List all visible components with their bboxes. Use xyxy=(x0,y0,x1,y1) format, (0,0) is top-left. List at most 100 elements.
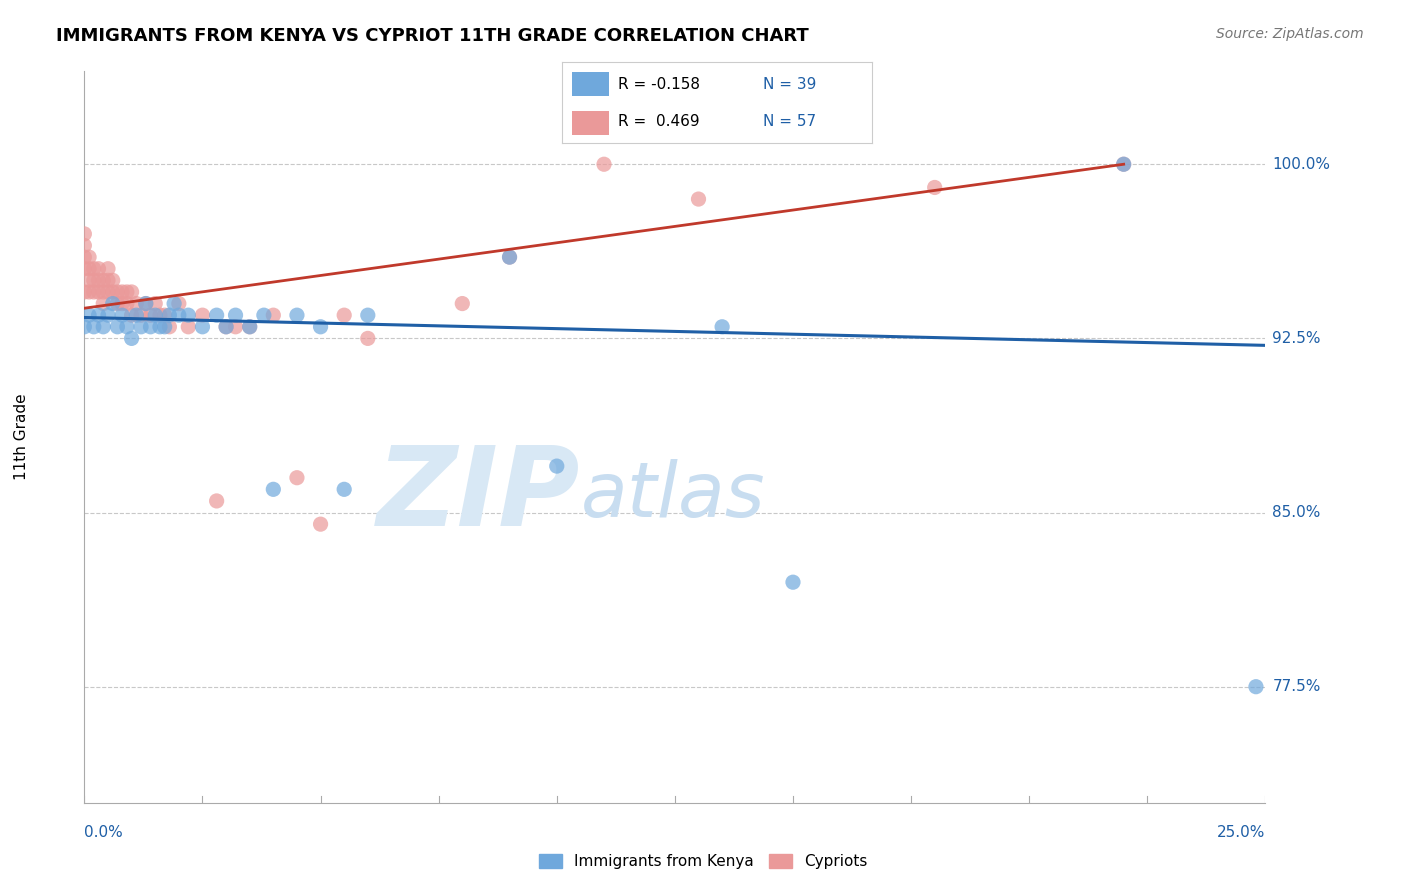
Point xyxy=(546,459,568,474)
Point xyxy=(1112,157,1135,171)
Point xyxy=(157,319,180,334)
Point xyxy=(97,261,120,276)
Point xyxy=(262,308,284,322)
Point xyxy=(177,308,200,322)
Text: 92.5%: 92.5% xyxy=(1272,331,1320,346)
Point xyxy=(115,296,138,310)
FancyBboxPatch shape xyxy=(572,111,609,135)
Text: N = 39: N = 39 xyxy=(763,77,817,92)
Point xyxy=(73,238,96,252)
Point xyxy=(149,319,172,334)
Text: 77.5%: 77.5% xyxy=(1272,679,1320,694)
Point xyxy=(97,273,120,287)
Text: 25.0%: 25.0% xyxy=(1218,825,1265,840)
Point xyxy=(91,296,114,310)
Point xyxy=(143,296,166,310)
Point xyxy=(225,319,247,334)
Point xyxy=(285,471,308,485)
Point xyxy=(139,308,162,322)
Point xyxy=(135,296,157,310)
Point xyxy=(191,319,214,334)
Point xyxy=(87,273,110,287)
Point xyxy=(83,261,105,276)
Point xyxy=(239,319,262,334)
Point xyxy=(498,250,520,264)
Text: atlas: atlas xyxy=(581,458,765,533)
Point xyxy=(87,261,110,276)
Point xyxy=(91,285,114,299)
Point xyxy=(139,319,162,334)
Point xyxy=(107,296,129,310)
Point xyxy=(87,285,110,299)
Point xyxy=(129,319,152,334)
Point xyxy=(333,308,356,322)
Point xyxy=(73,250,96,264)
Point xyxy=(73,227,96,241)
Text: N = 57: N = 57 xyxy=(763,113,817,128)
Point xyxy=(205,494,228,508)
Point xyxy=(451,296,474,310)
Text: IMMIGRANTS FROM KENYA VS CYPRIOT 11TH GRADE CORRELATION CHART: IMMIGRANTS FROM KENYA VS CYPRIOT 11TH GR… xyxy=(56,27,808,45)
Point xyxy=(1244,680,1267,694)
Text: R =  0.469: R = 0.469 xyxy=(619,113,700,128)
Point xyxy=(285,308,308,322)
Point xyxy=(77,273,100,287)
Point xyxy=(135,296,157,310)
Point xyxy=(115,285,138,299)
Point xyxy=(73,285,96,299)
Point xyxy=(121,331,143,345)
Point xyxy=(87,308,110,322)
Point xyxy=(215,319,238,334)
Point xyxy=(77,250,100,264)
Point xyxy=(191,308,214,322)
Point xyxy=(115,319,138,334)
Point xyxy=(924,180,946,194)
Point xyxy=(143,308,166,322)
Point xyxy=(111,285,134,299)
Point xyxy=(73,261,96,276)
Point xyxy=(357,308,380,322)
Point xyxy=(153,319,176,334)
Point xyxy=(225,308,247,322)
Point xyxy=(77,308,100,322)
Point xyxy=(101,285,124,299)
Point xyxy=(101,296,124,310)
Text: 11th Grade: 11th Grade xyxy=(14,393,30,481)
Point xyxy=(688,192,710,206)
Point xyxy=(239,319,262,334)
Point xyxy=(357,331,380,345)
Text: Source: ZipAtlas.com: Source: ZipAtlas.com xyxy=(1216,27,1364,41)
Point xyxy=(498,250,520,264)
Point xyxy=(125,296,148,310)
Point xyxy=(333,483,356,497)
FancyBboxPatch shape xyxy=(572,72,609,96)
Point xyxy=(77,285,100,299)
Text: 100.0%: 100.0% xyxy=(1272,157,1330,172)
Point xyxy=(77,261,100,276)
Text: R = -0.158: R = -0.158 xyxy=(619,77,700,92)
Point xyxy=(121,285,143,299)
Point xyxy=(262,483,284,497)
Point xyxy=(1112,157,1135,171)
Point xyxy=(83,319,105,334)
Point xyxy=(309,319,332,334)
Point xyxy=(167,296,190,310)
Point xyxy=(91,273,114,287)
Point xyxy=(253,308,276,322)
Point xyxy=(125,308,148,322)
Text: 0.0%: 0.0% xyxy=(84,825,124,840)
Point xyxy=(215,319,238,334)
Point xyxy=(97,308,120,322)
Point xyxy=(111,296,134,310)
Point xyxy=(73,319,96,334)
Point xyxy=(107,285,129,299)
Point xyxy=(149,308,172,322)
Point xyxy=(91,319,114,334)
Point xyxy=(111,308,134,322)
Point xyxy=(129,308,152,322)
Point xyxy=(157,308,180,322)
Point xyxy=(101,273,124,287)
Point xyxy=(782,575,804,590)
Text: 85.0%: 85.0% xyxy=(1272,505,1320,520)
Point xyxy=(593,157,616,171)
